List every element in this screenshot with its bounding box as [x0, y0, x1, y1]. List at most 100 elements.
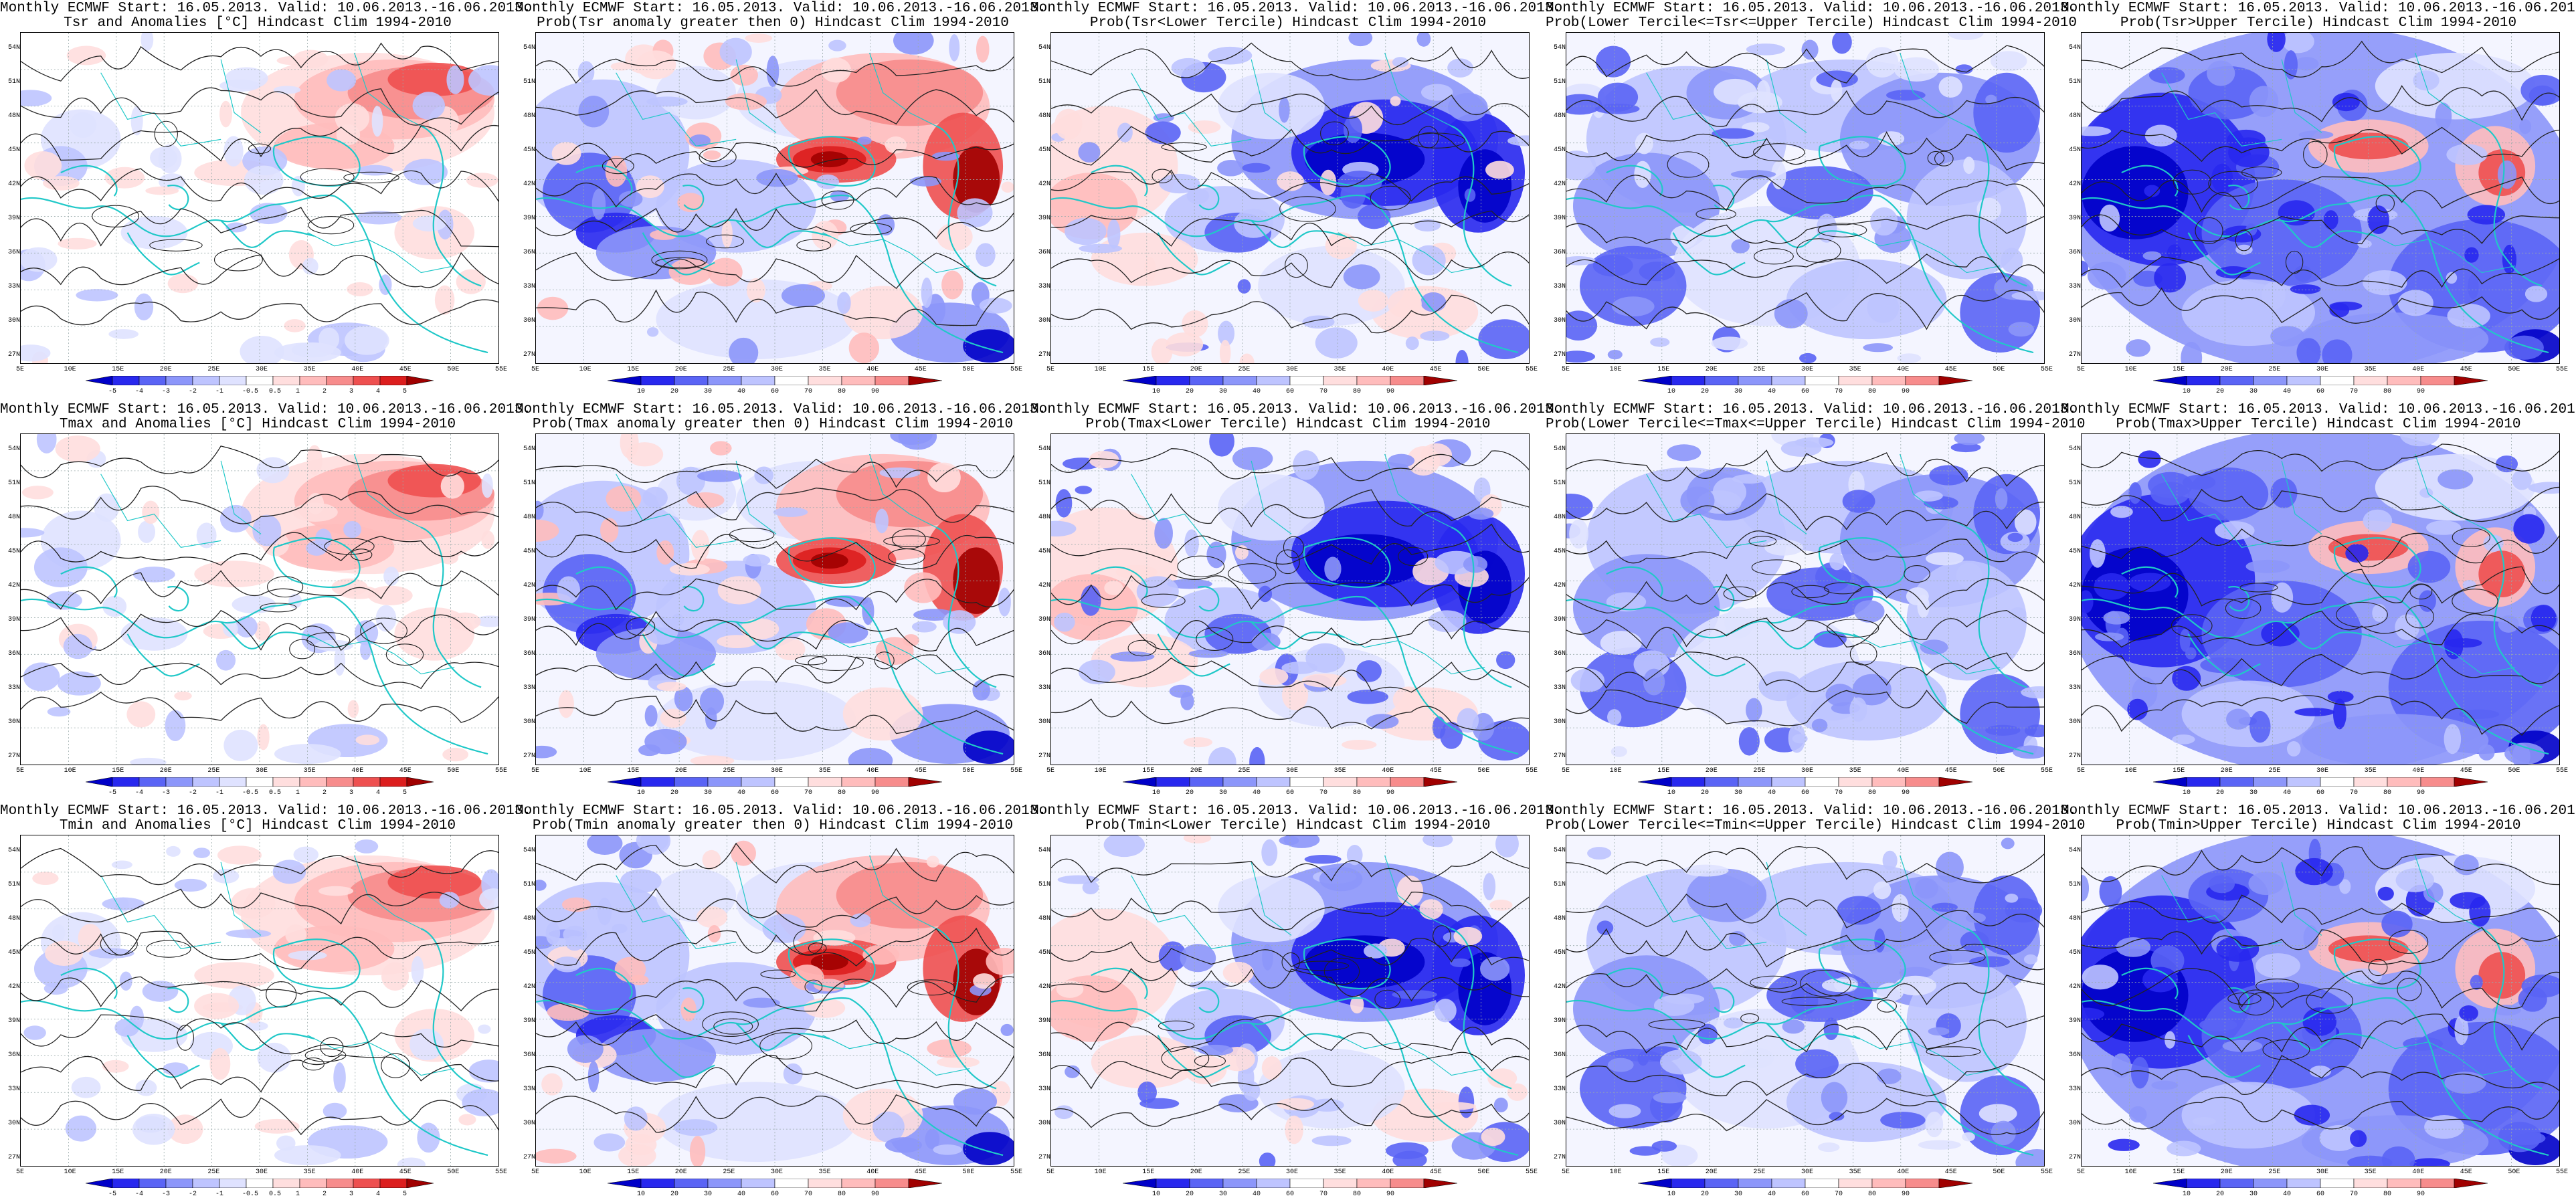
colorbar-segment: [112, 1179, 140, 1188]
lat-tick-label: 39N: [2068, 616, 2081, 623]
colorbar-label: 4: [376, 789, 381, 797]
lat-tick-label: 45N: [523, 949, 535, 957]
colorbar-segment: [406, 1179, 434, 1188]
lon-tick-label: 55E: [1526, 1169, 1538, 1176]
lon-tick-label: 15E: [1142, 366, 1155, 373]
map-panel: Monthly ECMWF Start: 16.05.2013. Valid: …: [515, 0, 1046, 401]
panel-title: Prob(Tsr anomaly greater then 0) Hindcas…: [537, 15, 1009, 31]
colorbar-label: 1: [296, 789, 300, 797]
lat-tick-label: 51N: [523, 78, 535, 86]
lon-tick-label: 30E: [2316, 366, 2329, 373]
lon-tick-label: 20E: [1190, 1169, 1202, 1176]
colorbar-segment: [1738, 1179, 1772, 1188]
lon-tick-label: 35E: [2364, 1169, 2377, 1176]
colorbar-segment: [1356, 376, 1391, 385]
lon-tick-label: 25E: [2268, 767, 2281, 775]
colorbar-segment: [2286, 376, 2321, 385]
colorbar-segment: [1323, 376, 1358, 385]
lon-tick-label: 25E: [207, 1169, 220, 1176]
colorbar-svg: [2153, 1179, 2488, 1188]
lon-tick-label: 45E: [1429, 366, 1442, 373]
colorbar-segment: [841, 1179, 876, 1188]
colorbar-svg: [608, 376, 942, 385]
colorbar-segment: [139, 1179, 167, 1188]
lon-tick-label: 5E: [2077, 366, 2086, 373]
colorbar: [1638, 1179, 1972, 1188]
lat-tick-label: 45N: [1553, 548, 1566, 555]
lon-tick-label: 25E: [1238, 767, 1251, 775]
lon-tick-label: 30E: [256, 366, 268, 373]
colorbar-segment: [86, 777, 113, 787]
lat-tick-label: 33N: [1038, 283, 1050, 290]
lat-tick-label: 45N: [7, 548, 20, 555]
colorbar-svg: [86, 376, 434, 385]
colorbar-label: 90: [1386, 1191, 1395, 1198]
lon-tick-label: 25E: [1753, 1169, 1766, 1176]
colorbar-label: 20: [1186, 1191, 1194, 1198]
lon-tick-label: 15E: [2173, 1169, 2185, 1176]
lat-tick-label: 48N: [1553, 514, 1566, 521]
lon-tick-label: 25E: [207, 767, 220, 775]
colorbar-label: 20: [1701, 1191, 1710, 1198]
colorbar-segment: [707, 777, 742, 787]
panel-header: Monthly ECMWF Start: 16.05.2013. Valid: …: [1546, 803, 2077, 819]
colorbar-svg: [2153, 376, 2488, 385]
colorbar-svg: [1638, 1179, 1972, 1188]
lon-tick-label: 55E: [1526, 366, 1538, 373]
map-area: [1050, 433, 1530, 765]
lon-tick-label: 35E: [818, 366, 831, 373]
lat-tick-label: 33N: [2068, 283, 2081, 290]
lon-tick-label: 55E: [1526, 767, 1538, 775]
colorbar-segment: [272, 1179, 300, 1188]
colorbar-segment: [353, 376, 381, 385]
lat-tick-label: 36N: [523, 249, 535, 256]
lon-tick-label: 50E: [2508, 1169, 2520, 1176]
lat-tick-label: 39N: [2068, 1017, 2081, 1025]
colorbar-segment: [908, 777, 942, 787]
colorbar-segment: [379, 376, 407, 385]
colorbar-segment: [875, 376, 909, 385]
colorbar-label: 80: [1868, 789, 1877, 797]
lat-tick-label: 30N: [1038, 1120, 1050, 1127]
panel-title: Prob(Lower Tercile<=Tmax<=Upper Tercile)…: [1546, 417, 2086, 432]
lon-tick-label: 40E: [1897, 366, 1910, 373]
lat-tick-label: 51N: [2068, 881, 2081, 888]
lat-tick-label: 39N: [2068, 215, 2081, 222]
lat-tick-label: 27N: [523, 752, 535, 760]
colorbar-segment: [1905, 376, 1940, 385]
colorbar-segment: [741, 1179, 775, 1188]
colorbar-segment: [875, 1179, 909, 1188]
colorbar-segment: [774, 1179, 809, 1188]
lon-tick-label: 55E: [2556, 366, 2569, 373]
colorbar: [1123, 1179, 1457, 1188]
colorbar-segment: [379, 777, 407, 787]
panel-header: Monthly ECMWF Start: 16.05.2013. Valid: …: [0, 1, 531, 16]
lat-tick-label: 54N: [1038, 44, 1050, 52]
colorbar-label: 20: [1186, 388, 1194, 395]
lon-tick-label: 45E: [1944, 767, 1957, 775]
lon-tick-label: 10E: [64, 1169, 76, 1176]
colorbar-svg: [608, 1179, 942, 1188]
colorbar-label: -4: [135, 388, 144, 395]
colorbar-label: -4: [135, 789, 144, 797]
lon-tick-label: 30E: [771, 1169, 784, 1176]
colorbar-label: 20: [2216, 789, 2225, 797]
lon-tick-label: 25E: [723, 767, 735, 775]
map-area: [20, 32, 499, 364]
lat-tick-label: 54N: [523, 847, 535, 854]
lon-tick-label: 45E: [2460, 1169, 2472, 1176]
colorbar-segment: [353, 1179, 381, 1188]
map-panel: Monthly ECMWF Start: 16.05.2013. Valid: …: [2061, 803, 2576, 1204]
lat-tick-label: 36N: [2068, 249, 2081, 256]
lat-tick-label: 39N: [7, 215, 20, 222]
colorbar-label: 40: [1253, 388, 1261, 395]
lon-tick-label: 25E: [2268, 1169, 2281, 1176]
map-panel: Monthly ECMWF Start: 16.05.2013. Valid: …: [2061, 401, 2576, 803]
lon-tick-label: 45E: [399, 1169, 411, 1176]
lat-tick-label: 36N: [2068, 650, 2081, 658]
colorbar-segment: [841, 376, 876, 385]
colorbar-segment: [2387, 376, 2421, 385]
map-svg: [1566, 33, 2044, 363]
map-panel: Monthly ECMWF Start: 16.05.2013. Valid: …: [1546, 803, 2086, 1204]
colorbar-segment: [112, 777, 140, 787]
